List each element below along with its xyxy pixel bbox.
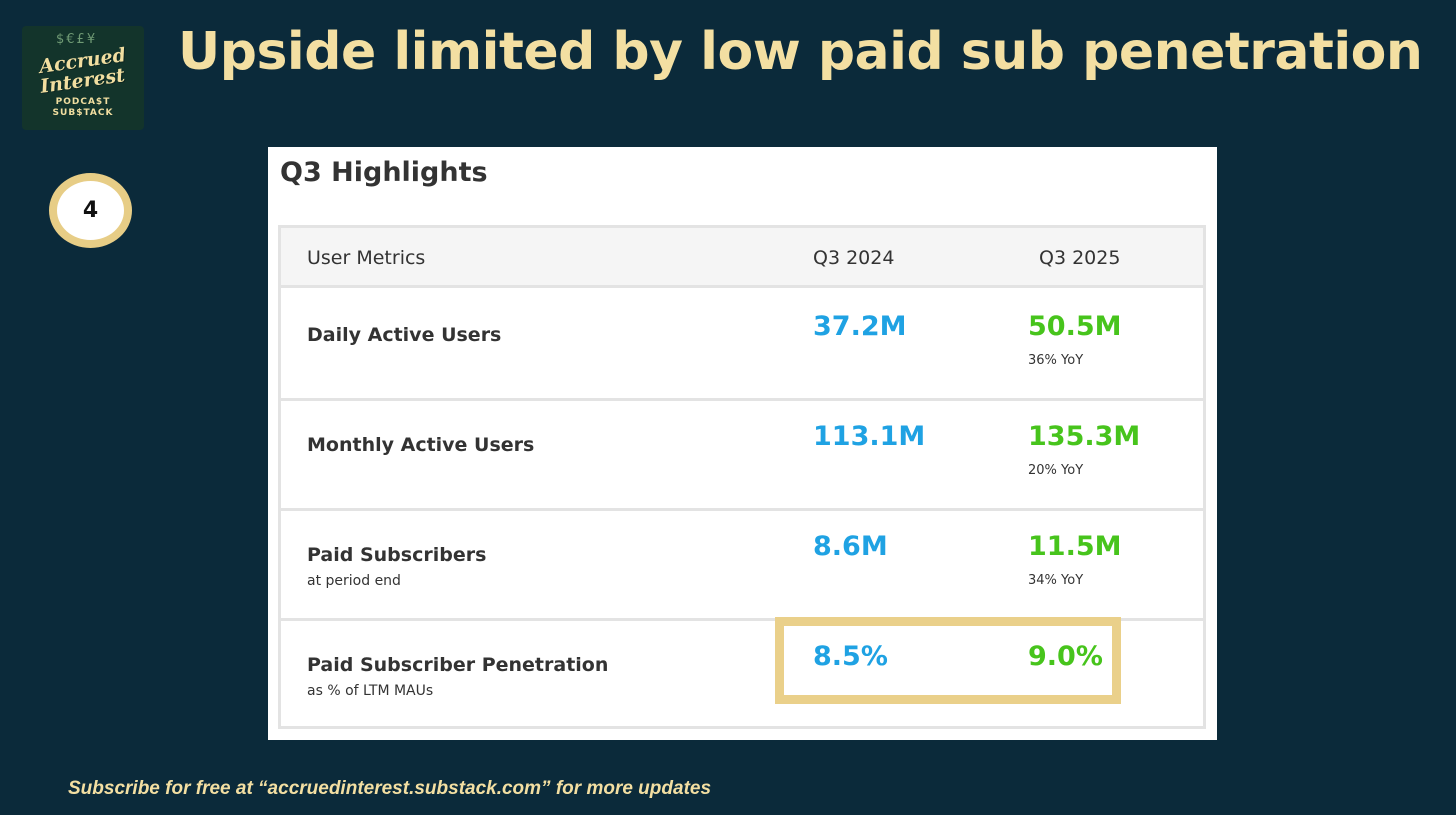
user-metrics-table: User Metrics Q3 2024 Q3 2025 Daily Activ… xyxy=(278,225,1206,729)
yoy-growth: 20% YoY xyxy=(1028,463,1084,478)
value-q3-2025: 9.0% xyxy=(1028,641,1103,672)
currency-symbols-icon: $€£¥ xyxy=(56,32,98,47)
slide-title: Upside limited by low paid sub penetrati… xyxy=(178,22,1423,82)
metric-label: Monthly Active Users xyxy=(307,434,535,456)
table-row-monthly-active-users: Monthly Active Users 113.1M 135.3M 20% Y… xyxy=(281,401,1203,511)
yoy-growth: 34% YoY xyxy=(1028,573,1084,588)
value-q3-2024: 8.6M xyxy=(813,531,888,562)
header-user-metrics: User Metrics xyxy=(307,247,426,269)
metric-label: Paid Subscriber Penetration xyxy=(307,654,609,676)
logo-line-podcast: PODCA$T xyxy=(55,97,111,107)
metric-label: Paid Subscribers xyxy=(307,544,487,566)
metric-label: Daily Active Users xyxy=(307,324,502,346)
q3-highlights-card: Q3 Highlights User Metrics Q3 2024 Q3 20… xyxy=(268,147,1217,740)
value-q3-2025: 135.3M xyxy=(1028,421,1141,452)
yoy-growth: 36% YoY xyxy=(1028,353,1084,368)
table-row-daily-active-users: Daily Active Users 37.2M 50.5M 36% YoY xyxy=(281,291,1203,401)
table-row-paid-subscriber-penetration: Paid Subscriber Penetration as % of LTM … xyxy=(281,621,1203,731)
metric-sublabel: as % of LTM MAUs xyxy=(307,683,434,699)
header-q3-2025: Q3 2025 xyxy=(1039,247,1121,269)
logo-line-substack: SUB$TACK xyxy=(52,108,114,118)
slide-number-badge: 4 xyxy=(49,173,132,248)
penetration-highlight-box xyxy=(775,617,1121,704)
table-header: User Metrics Q3 2024 Q3 2025 xyxy=(281,228,1203,288)
value-q3-2024: 37.2M xyxy=(813,311,907,342)
value-q3-2025: 11.5M xyxy=(1028,531,1122,562)
accrued-interest-logo: $€£¥ Accrued Interest PODCA$T SUB$TACK xyxy=(22,26,144,130)
table-row-paid-subscribers: Paid Subscribers at period end 8.6M 11.5… xyxy=(281,511,1203,621)
value-q3-2024: 113.1M xyxy=(813,421,926,452)
value-q3-2024: 8.5% xyxy=(813,641,888,672)
subscribe-footer: Subscribe for free at “accruedinterest.s… xyxy=(68,778,712,799)
header-q3-2024: Q3 2024 xyxy=(813,247,895,269)
value-q3-2025: 50.5M xyxy=(1028,311,1122,342)
card-title: Q3 Highlights xyxy=(280,157,488,188)
metric-sublabel: at period end xyxy=(307,573,401,589)
